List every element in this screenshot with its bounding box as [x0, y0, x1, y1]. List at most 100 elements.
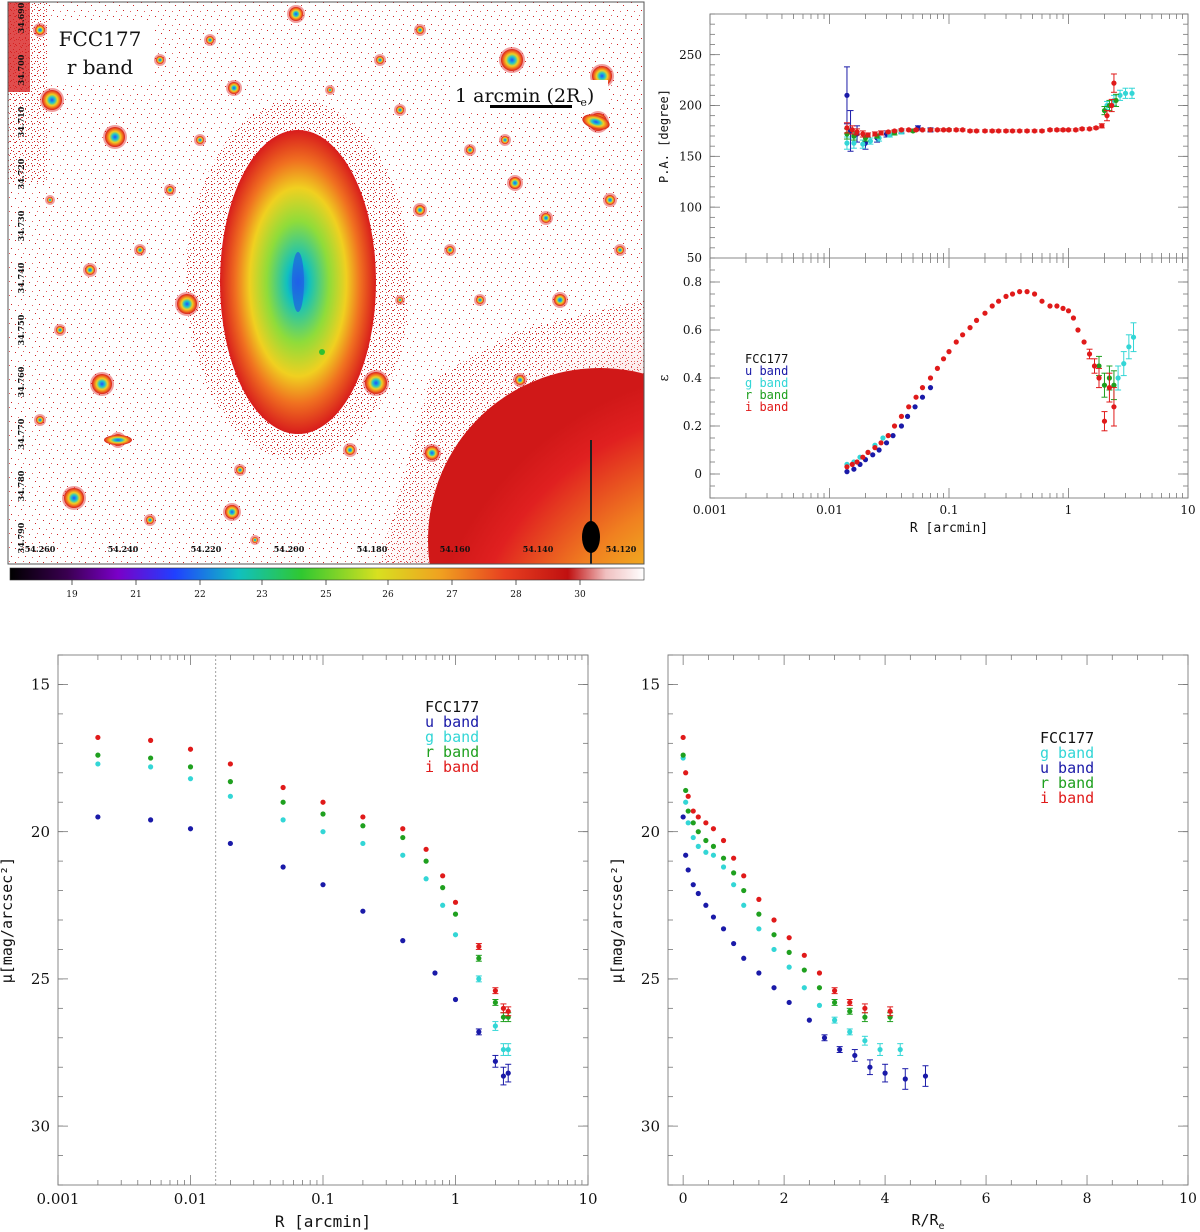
- star: [425, 446, 439, 460]
- legend-entry: r band: [425, 743, 479, 761]
- data-point: [885, 129, 891, 135]
- data-point: [832, 999, 838, 1006]
- data-point: [476, 943, 482, 950]
- data-point: [786, 999, 792, 1006]
- data-point: [476, 976, 482, 982]
- colorbar-tick-label: 30: [574, 590, 586, 600]
- data-point: [685, 867, 691, 873]
- data-point: [710, 843, 717, 849]
- data-point: [887, 1008, 893, 1014]
- data-point: [854, 129, 860, 135]
- y-tick-label: 100: [679, 200, 702, 214]
- data-point: [771, 985, 777, 991]
- data-point: [1115, 375, 1121, 381]
- data-point: [1009, 128, 1016, 134]
- y-tick-label: 25: [31, 970, 50, 988]
- x-axis-label: R [arcmin]: [910, 521, 988, 536]
- x-tick-label: 1: [451, 1190, 461, 1208]
- x-tick-label: 10: [1180, 503, 1195, 517]
- data-point: [832, 988, 838, 994]
- data-point: [989, 303, 995, 309]
- series-g: [844, 322, 1137, 467]
- data-point: [847, 1029, 853, 1035]
- data-point: [227, 840, 233, 847]
- star: [501, 49, 523, 71]
- data-point: [872, 445, 878, 451]
- data-point: [982, 128, 988, 134]
- data-point: [1009, 291, 1016, 297]
- data-point: [1031, 128, 1038, 134]
- data-point: [187, 764, 194, 770]
- data-point: [452, 899, 459, 905]
- legend-title: FCC177: [1040, 729, 1094, 747]
- data-point: [1060, 127, 1066, 133]
- data-point: [703, 837, 709, 844]
- data-point: [989, 128, 995, 134]
- data-point: [1060, 305, 1066, 311]
- data-point: [492, 999, 498, 1006]
- data-point: [423, 876, 429, 882]
- data-point: [801, 967, 807, 973]
- x-tick-label: 0.01: [816, 503, 843, 517]
- star: [42, 90, 62, 110]
- data-point: [982, 310, 988, 316]
- data-point: [883, 440, 890, 446]
- x-axis-label-sub: e: [939, 1221, 945, 1232]
- data-point: [148, 737, 154, 743]
- data-point: [1003, 293, 1009, 299]
- series-g: [843, 87, 1136, 150]
- data-point: [685, 820, 691, 826]
- data-point: [440, 902, 446, 908]
- x-axis-label: R/Re: [911, 1211, 944, 1232]
- data-point: [897, 1046, 903, 1053]
- y-tick-label: 15: [31, 676, 50, 694]
- data-point: [1096, 375, 1102, 381]
- colorbar-tick-label: 21: [130, 590, 141, 600]
- data-point: [973, 317, 980, 323]
- star: [177, 294, 197, 314]
- dec-tick-label: 34.710: [16, 106, 26, 137]
- data-point: [786, 935, 792, 941]
- data-point: [731, 940, 737, 947]
- data-point: [849, 461, 855, 467]
- data-point: [860, 141, 866, 147]
- data-point: [1065, 127, 1072, 133]
- ra-tick-label: 54.260: [25, 544, 56, 554]
- data-point: [685, 808, 691, 814]
- star: [47, 197, 53, 203]
- star: [365, 372, 387, 394]
- data-point: [906, 127, 912, 133]
- data-point: [851, 466, 857, 472]
- star: [396, 106, 404, 114]
- colorbar-tick-label: 25: [320, 590, 332, 600]
- star: [252, 537, 258, 543]
- data-point: [1117, 92, 1123, 98]
- data-point: [720, 837, 727, 844]
- star: [136, 246, 144, 254]
- data-point: [227, 761, 233, 767]
- legend-entry: i band: [425, 758, 479, 776]
- plot-frame: [57, 654, 589, 1186]
- y-axis-label: P.A. [degree]: [657, 89, 671, 183]
- data-point: [360, 814, 366, 820]
- data-point: [320, 811, 326, 817]
- star: [415, 205, 425, 215]
- colorbar-tick-label: 19: [66, 590, 78, 600]
- data-point: [913, 394, 919, 400]
- data-point: [771, 917, 777, 923]
- data-point: [690, 808, 696, 814]
- legend-entry: i band: [1040, 789, 1094, 807]
- star: [376, 56, 384, 64]
- data-point: [870, 452, 876, 458]
- legend-entry: r band: [1040, 774, 1094, 792]
- star: [92, 374, 112, 394]
- y-tick-label: 20: [641, 823, 660, 841]
- series-u: [680, 814, 929, 1090]
- data-point: [946, 127, 952, 133]
- data-point: [1104, 113, 1110, 119]
- data-point: [400, 826, 406, 832]
- legend-entry: g band: [425, 728, 479, 746]
- legend-entry: u band: [1040, 759, 1094, 777]
- data-point: [906, 404, 912, 410]
- data-point: [720, 864, 727, 870]
